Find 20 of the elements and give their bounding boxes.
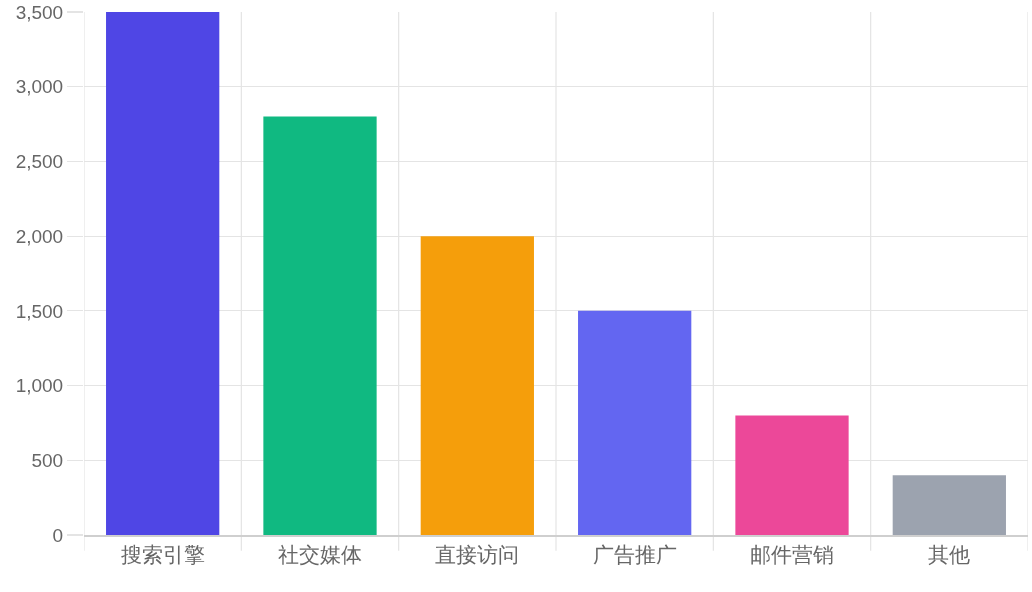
y-tick-label: 500 bbox=[31, 449, 64, 471]
y-tick-label: 2,500 bbox=[15, 151, 64, 173]
x-tick-label: 邮件营销 bbox=[750, 542, 834, 566]
bar bbox=[892, 475, 1006, 535]
y-tick-label: 1,000 bbox=[15, 375, 64, 397]
y-tick-label: 0 bbox=[52, 524, 64, 546]
bar bbox=[578, 310, 692, 535]
y-tick-label: 3,500 bbox=[15, 1, 64, 23]
bar bbox=[735, 415, 849, 535]
x-tick-label: 社交媒体 bbox=[278, 542, 362, 566]
x-tick-label: 广告推广 bbox=[592, 542, 677, 566]
y-tick-label: 1,500 bbox=[15, 300, 64, 322]
x-tick-label: 其他 bbox=[928, 542, 971, 566]
x-tick-label: 直接访问 bbox=[435, 542, 520, 566]
bar bbox=[106, 12, 220, 535]
bar bbox=[420, 236, 534, 535]
y-tick-label: 3,000 bbox=[15, 76, 64, 98]
bar bbox=[263, 116, 377, 535]
y-tick-label: 2,000 bbox=[15, 225, 64, 247]
x-tick-label: 搜索引擎 bbox=[120, 542, 205, 566]
